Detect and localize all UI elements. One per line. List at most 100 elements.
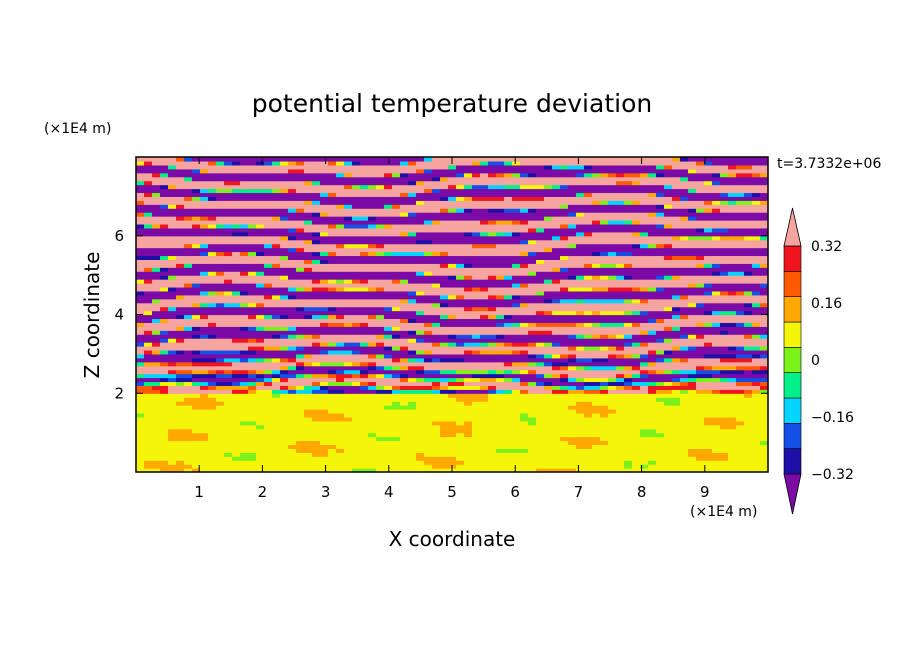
heatmap-cell	[728, 460, 737, 465]
heatmap-cell	[272, 357, 281, 363]
heatmap-cell	[720, 440, 729, 446]
heatmap-cell	[184, 377, 193, 383]
heatmap-cell	[456, 405, 465, 410]
heatmap-cell	[360, 397, 369, 402]
heatmap-cell	[376, 393, 385, 398]
heatmap-cell	[200, 460, 209, 465]
heatmap-cell	[248, 330, 257, 335]
heatmap-cell	[632, 227, 641, 233]
heatmap-cell	[376, 247, 385, 253]
heatmap-cell	[200, 468, 209, 472]
heatmap-cell	[496, 310, 505, 316]
heatmap-cell	[560, 353, 569, 359]
heatmap-cell	[704, 275, 713, 280]
heatmap-cell	[336, 361, 345, 367]
heatmap-cell	[160, 239, 169, 245]
heatmap-cell	[176, 409, 185, 414]
heatmap-cell	[728, 251, 737, 257]
heatmap-cell	[680, 279, 689, 284]
heatmap-cell	[200, 271, 209, 276]
heatmap-cell	[416, 444, 425, 449]
heatmap-cell	[640, 393, 649, 398]
heatmap-cell	[664, 353, 673, 359]
heatmap-cell	[464, 247, 473, 253]
heatmap-cell	[320, 231, 329, 237]
heatmap-cell	[544, 290, 553, 296]
heatmap-cell	[672, 342, 681, 347]
heatmap-cell	[448, 302, 457, 308]
heatmap-cell	[424, 263, 433, 268]
heatmap-cell	[312, 436, 321, 442]
heatmap-cell	[272, 279, 281, 284]
heatmap-cell	[576, 456, 585, 461]
heatmap-cell	[424, 334, 433, 339]
heatmap-cell	[744, 283, 753, 288]
heatmap-cell	[624, 251, 633, 257]
heatmap-cell	[608, 322, 617, 327]
heatmap-cell	[424, 227, 433, 233]
heatmap-cell	[392, 310, 401, 316]
heatmap-cell	[680, 353, 689, 359]
heatmap-cell	[456, 271, 465, 276]
heatmap-cell	[184, 353, 193, 359]
heatmap-cell	[624, 405, 633, 410]
heatmap-cell	[264, 456, 273, 461]
heatmap-cell	[576, 255, 585, 260]
heatmap-cell	[344, 412, 353, 418]
heatmap-cell	[528, 294, 537, 300]
heatmap-cell	[640, 298, 649, 304]
heatmap-cell	[608, 342, 617, 347]
heatmap-cell	[712, 223, 721, 229]
heatmap-cell	[680, 342, 689, 347]
heatmap-cell	[624, 381, 633, 386]
heatmap-cell	[384, 456, 393, 461]
heatmap-cell	[760, 432, 768, 438]
heatmap-cell	[264, 322, 273, 327]
heatmap-cell	[232, 279, 241, 284]
heatmap-cell	[688, 338, 697, 343]
heatmap-cell	[280, 298, 289, 304]
heatmap-cell	[656, 436, 665, 442]
heatmap-cell	[632, 275, 641, 280]
heatmap-cell	[720, 342, 729, 347]
heatmap-cell	[200, 369, 209, 375]
heatmap-cell	[160, 452, 169, 457]
heatmap-cell	[512, 314, 521, 320]
heatmap-cell	[352, 357, 361, 363]
heatmap-cell	[264, 369, 273, 375]
heatmap-cell	[736, 330, 745, 335]
heatmap-cell	[408, 464, 417, 469]
heatmap-cell	[344, 314, 353, 320]
heatmap-cell	[144, 468, 153, 472]
heatmap-cell	[240, 397, 249, 402]
heatmap-cell	[144, 298, 153, 304]
heatmap-cell	[360, 460, 369, 465]
heatmap-cell	[432, 385, 441, 390]
heatmap-cell	[440, 283, 449, 288]
heatmap-cell	[400, 409, 409, 414]
heatmap-cell	[640, 385, 649, 390]
heatmap-cell	[192, 271, 201, 276]
heatmap-cell	[328, 259, 337, 264]
heatmap-cell	[616, 385, 625, 390]
heatmap-cell	[152, 290, 161, 296]
heatmap-cell	[336, 416, 345, 422]
heatmap-cell	[176, 365, 185, 371]
heatmap-cell	[240, 235, 249, 241]
heatmap-cell	[272, 440, 281, 446]
heatmap-cell	[456, 259, 465, 264]
heatmap-cell	[360, 239, 369, 245]
heatmap-cell	[320, 302, 329, 308]
heatmap-cell	[192, 424, 201, 430]
heatmap-cell	[760, 393, 768, 398]
heatmap-cell	[392, 330, 401, 335]
heatmap-cell	[544, 409, 553, 414]
heatmap-cell	[576, 279, 585, 284]
heatmap-cell	[352, 389, 361, 394]
heatmap-cell	[576, 353, 585, 359]
heatmap-cell	[304, 223, 313, 229]
heatmap-cell	[432, 361, 441, 367]
heatmap-cell	[704, 227, 713, 233]
heatmap-cell	[432, 436, 441, 442]
heatmap-cell	[496, 405, 505, 410]
